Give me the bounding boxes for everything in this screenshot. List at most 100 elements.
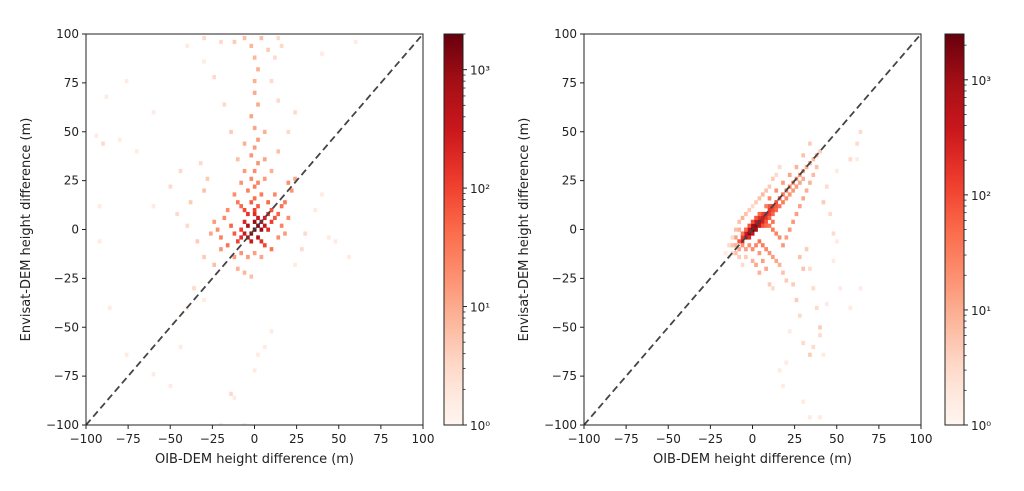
histogram-cell — [784, 196, 789, 201]
histogram-cell — [256, 352, 260, 357]
colorbar-gradient — [944, 33, 965, 426]
histogram-cell — [791, 219, 795, 224]
histogram-cell — [737, 239, 742, 244]
histogram-cell — [249, 176, 254, 181]
histogram-cell — [124, 78, 129, 84]
x-tick-label: 25 — [787, 432, 802, 446]
histogram-cell — [760, 192, 765, 197]
histogram-cell — [198, 161, 203, 166]
histogram-cell — [750, 247, 755, 252]
histogram-cell — [754, 227, 758, 232]
histogram-cell — [256, 235, 260, 240]
histogram-cell — [774, 172, 779, 178]
histogram-cell — [767, 282, 772, 287]
histogram-cell — [781, 200, 785, 205]
histogram-cell — [249, 200, 254, 205]
histogram-cell — [259, 239, 264, 244]
histogram-cell — [747, 235, 752, 240]
histogram-cell — [767, 211, 772, 217]
histogram-cell — [777, 368, 782, 373]
histogram-cell — [239, 204, 244, 209]
y-axis-label: Envisat-DEM height difference (m) — [19, 118, 34, 342]
histogram-cell — [750, 223, 755, 228]
histogram-cell — [750, 219, 755, 224]
histogram-cell — [774, 200, 779, 205]
histogram-cell — [279, 223, 284, 228]
colorbar-tick-label: 10³ — [470, 64, 490, 78]
histogram-cell — [262, 223, 267, 228]
histogram-cell — [262, 215, 267, 221]
histogram-cell — [808, 415, 812, 420]
histogram-cell — [229, 391, 233, 396]
histogram-cell — [764, 223, 768, 228]
histogram-cell — [286, 215, 291, 221]
histogram-cell — [855, 141, 859, 146]
histogram-cell — [235, 157, 240, 162]
histogram-cell — [757, 196, 762, 201]
histogram-cell — [733, 243, 738, 248]
histogram-cell — [101, 141, 105, 146]
histogram-cell — [286, 180, 291, 185]
x-tick-label: 100 — [412, 432, 435, 446]
histogram-cell — [222, 102, 227, 107]
histogram-cell — [831, 258, 836, 264]
histogram-cell — [801, 196, 806, 201]
y-tick-label: −75 — [552, 369, 577, 383]
histogram-cell — [239, 227, 244, 232]
histogram-cell — [740, 243, 745, 248]
histogram-cell — [232, 231, 237, 236]
histogram-cell — [744, 231, 748, 236]
histogram-cell — [107, 305, 112, 310]
histogram-cell — [757, 270, 762, 275]
histogram-cell — [760, 215, 765, 221]
histogram-cell — [286, 129, 291, 135]
histogram-cell — [185, 43, 190, 48]
y-tick-label: −75 — [54, 369, 79, 383]
y-tick-label: 50 — [562, 125, 577, 139]
y-tick-label: −25 — [552, 271, 577, 285]
colorbar-tick-label: 10² — [470, 182, 490, 196]
x-tick-label: 25 — [289, 432, 304, 446]
histogram-cell — [791, 282, 795, 287]
histogram-cell — [118, 137, 122, 142]
histogram-cell — [252, 78, 257, 84]
histogram-cell — [811, 286, 816, 291]
histogram-cells — [94, 35, 358, 425]
histogram-cell — [814, 305, 819, 310]
histogram-cell — [797, 180, 802, 185]
x-tick-label: −50 — [158, 432, 183, 446]
histogram-cell — [225, 207, 230, 213]
x-tick-label: 50 — [331, 432, 346, 446]
histogram-cell — [764, 247, 768, 252]
histogram-cell — [801, 153, 806, 158]
histogram-cell — [320, 51, 324, 56]
histogram-cell — [767, 223, 772, 228]
histogram-cell — [202, 35, 206, 41]
histogram-cell — [787, 329, 792, 334]
y-tick-label: −25 — [54, 271, 79, 285]
histogram-cell — [828, 211, 832, 217]
histogram-cell — [818, 149, 822, 154]
histogram-cell — [777, 262, 782, 267]
colorbar: 10⁰ 10¹ 10² 10³ — [944, 33, 991, 433]
histogram-cell — [804, 188, 809, 193]
histogram-cell — [235, 266, 240, 271]
x-tick-label: −75 — [115, 432, 140, 446]
histogram-cell — [801, 399, 806, 404]
histogram-cell — [219, 423, 223, 425]
histogram-cell — [246, 211, 250, 217]
y-tick-label: 75 — [64, 76, 79, 90]
histogram-cell — [777, 164, 782, 170]
histogram-cell — [269, 168, 274, 174]
histogram-cell — [219, 247, 223, 252]
histogram-cell — [764, 204, 768, 209]
histogram-cell — [774, 231, 779, 236]
histogram-cell — [293, 176, 297, 181]
histogram-cell — [188, 200, 193, 205]
histogram-cell — [808, 180, 812, 185]
histogram-cell — [151, 372, 156, 377]
x-tick-label: 0 — [749, 432, 757, 446]
histogram-cell — [232, 39, 237, 45]
histogram-cell — [794, 211, 799, 217]
x-tick-label: 0 — [251, 432, 259, 446]
